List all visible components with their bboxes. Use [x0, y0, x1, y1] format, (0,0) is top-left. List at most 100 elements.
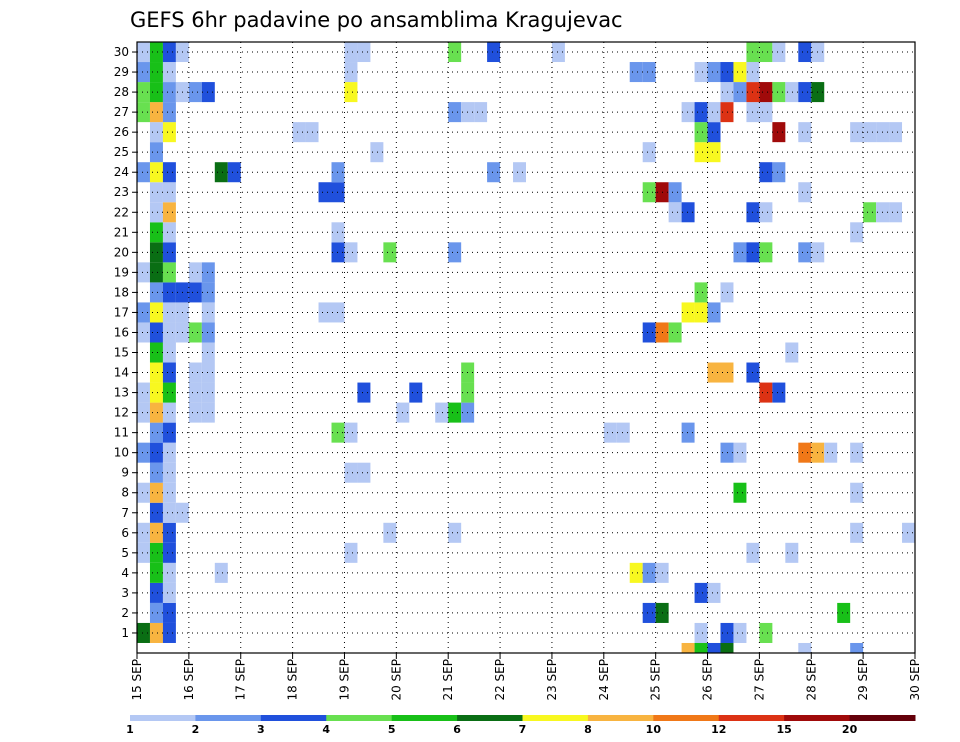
y-tick-label: 3 [121, 586, 129, 600]
precip-cell [668, 202, 682, 223]
x-tick-label: 24 SEP [597, 659, 611, 701]
precip-cell [149, 282, 163, 303]
precip-cell [149, 402, 163, 423]
precip-cell [487, 162, 501, 183]
precip-cell [629, 562, 643, 583]
precip-cell [642, 602, 656, 623]
precip-cell [227, 162, 241, 183]
legend-swatch [849, 715, 916, 721]
y-tick-label: 14 [114, 366, 129, 380]
legend-swatch [260, 715, 327, 721]
precip-cell [344, 242, 358, 263]
x-tick-label: 22 SEP [493, 659, 507, 701]
precip-cell [435, 402, 449, 423]
legend-label: 3 [257, 723, 265, 736]
y-tick-label: 23 [114, 185, 129, 199]
precip-cell [149, 362, 163, 383]
precip-cell [681, 302, 695, 323]
precip-cell [137, 622, 150, 643]
precip-cell [188, 402, 202, 423]
precip-cell [850, 442, 864, 463]
precip-cell [149, 102, 163, 123]
precip-cell [137, 102, 150, 123]
x-tick-label: 15 SEP [130, 659, 144, 701]
precip-cell [694, 622, 708, 643]
precip-cell [798, 642, 812, 653]
precip-cell [201, 282, 215, 303]
precip-cell [733, 442, 747, 463]
precip-cell [694, 62, 708, 83]
precip-cell [162, 442, 176, 463]
precip-cell [720, 82, 734, 103]
precip-cell [798, 82, 812, 103]
precip-cell [149, 442, 163, 463]
y-tick-label: 17 [114, 305, 129, 319]
precip-cell [344, 462, 358, 483]
precip-cell [149, 182, 163, 203]
y-tick-label: 25 [114, 145, 129, 159]
precip-cell [707, 582, 721, 603]
precip-cell [149, 582, 163, 603]
precip-cell [162, 322, 176, 343]
precip-cell [837, 602, 851, 623]
precip-cell [201, 402, 215, 423]
precip-cell [681, 202, 695, 223]
precip-cell [162, 302, 176, 323]
precip-cell [149, 62, 163, 83]
precip-cell [798, 42, 812, 63]
precip-cell [344, 82, 358, 103]
y-tick-label: 6 [121, 526, 129, 540]
precip-cell [149, 562, 163, 583]
precip-cell [162, 482, 176, 503]
precip-cell [201, 302, 215, 323]
precip-cell [370, 142, 384, 163]
precip-cell [149, 302, 163, 323]
precip-cell [137, 42, 150, 63]
precip-cell [863, 122, 877, 143]
y-tick-label: 28 [114, 85, 129, 99]
precip-cell [798, 442, 812, 463]
precip-cell [162, 242, 176, 263]
precip-cell [707, 62, 721, 83]
precip-cell [162, 222, 176, 243]
precip-cell [383, 522, 397, 543]
precip-cell [188, 322, 202, 343]
precip-cell [149, 242, 163, 263]
precip-cell [759, 42, 773, 63]
precip-cell [448, 242, 462, 263]
precip-cell [694, 102, 708, 123]
legend-label: 5 [388, 723, 396, 736]
precip-cell [149, 382, 163, 403]
precip-cell [137, 522, 150, 543]
precip-cell [162, 542, 176, 563]
precip-cell [357, 42, 371, 63]
precip-cell [201, 82, 215, 103]
precip-cell [137, 262, 150, 283]
precip-cell [149, 162, 163, 183]
precip-cell [162, 402, 176, 423]
precip-cell [149, 42, 163, 63]
precip-cell [707, 302, 721, 323]
precip-cell [681, 642, 695, 653]
precip-cell [798, 182, 812, 203]
precip-cell [850, 522, 864, 543]
precip-cell [162, 82, 176, 103]
y-tick-label: 20 [114, 245, 129, 259]
precip-cell [162, 102, 176, 123]
legend-label: 8 [584, 723, 592, 736]
precip-cell [642, 322, 656, 343]
precip-cell [149, 462, 163, 483]
color-legend: 1 2 3 4 5 6 7 8 10 12 15 20 [126, 715, 916, 736]
precip-cell [162, 522, 176, 543]
precip-cell [720, 622, 734, 643]
legend-label: 15 [777, 723, 792, 736]
precip-cell [137, 382, 150, 403]
precip-cell [357, 462, 371, 483]
precip-cell [214, 162, 228, 183]
precip-cell [162, 382, 176, 403]
precip-cell [551, 42, 565, 63]
precip-cell [137, 162, 150, 183]
legend-label: 4 [322, 723, 330, 736]
plot-frame [136, 41, 916, 654]
precip-cell [149, 222, 163, 243]
